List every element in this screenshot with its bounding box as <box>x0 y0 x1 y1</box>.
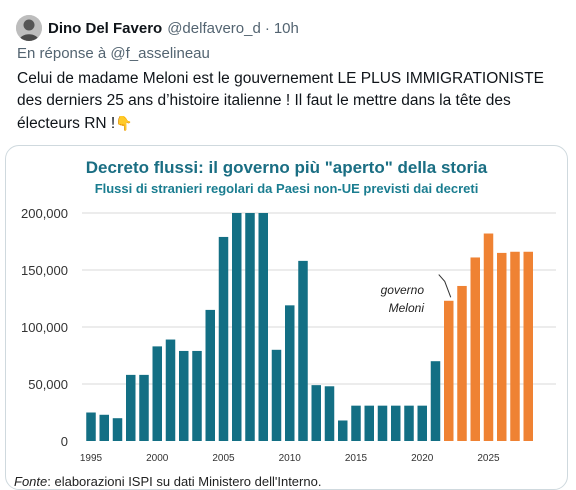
bar-meloni <box>523 251 533 441</box>
y-tick-label: 100,000 <box>21 320 68 335</box>
source-label: Fonte <box>14 474 48 489</box>
bar-meloni <box>483 233 494 441</box>
bar-historical <box>218 236 229 441</box>
source-text: : elaborazioni ISPI su dati Ministero de… <box>47 474 322 489</box>
separator-dot: · <box>264 19 270 37</box>
tweet-body-text: Celui de madame Meloni est le gouverneme… <box>17 70 544 132</box>
x-tick-label: 2005 <box>212 453 235 464</box>
bar-historical <box>192 350 202 441</box>
annotation-label: governo <box>381 283 425 297</box>
bar-historical <box>86 412 96 441</box>
bar-historical <box>245 213 255 441</box>
bar-historical <box>285 305 295 441</box>
tweet-text: Celui de madame Meloni est le gouverneme… <box>17 68 562 135</box>
avatar[interactable] <box>16 15 42 41</box>
chart-title: Decreto flussi: il governo più "aperto" … <box>85 158 488 177</box>
bar-chart: 0 50,000 100,000 150,000 200,000 1995 2000 2005… <box>21 206 556 464</box>
bar-historical <box>364 405 374 441</box>
reply-mention-link[interactable]: @f_asselineau <box>110 45 210 62</box>
bar-meloni <box>470 257 480 441</box>
bar-historical <box>324 386 335 441</box>
bar-historical <box>338 420 348 441</box>
tweet-header: Dino Del Favero @delfavero_d · 10h <box>16 14 299 42</box>
bar-historical <box>99 414 109 441</box>
bar-historical <box>126 374 136 441</box>
bar-historical <box>205 309 215 441</box>
chart-subtitle: Flussi di stranieri regolari da Paesi no… <box>94 181 479 196</box>
avatar-image <box>16 15 42 41</box>
y-tick-label: 150,000 <box>21 263 68 278</box>
x-tick-label: 1995 <box>80 453 103 464</box>
bar-historical <box>377 405 388 441</box>
bar-meloni <box>497 252 507 441</box>
annotation-connector <box>438 274 452 298</box>
bar-historical <box>232 213 242 441</box>
y-tick-label: 0 <box>61 434 68 449</box>
bar-historical <box>298 260 308 441</box>
x-tick-label: 2015 <box>345 453 368 464</box>
reply-context: En réponse à @f_asselineau <box>17 45 210 62</box>
bar-historical <box>311 385 321 441</box>
bar-historical <box>430 361 441 441</box>
display-name[interactable]: Dino Del Favero <box>48 19 163 37</box>
tweet-timestamp[interactable]: 10h <box>273 19 299 37</box>
bar-historical <box>112 418 123 441</box>
bar-historical <box>139 374 149 441</box>
bar-historical <box>391 405 401 441</box>
bar-historical <box>152 346 162 441</box>
bar-historical <box>258 213 268 441</box>
chart-source: Fonte: elaborazioni ISPI su dati Ministe… <box>14 474 321 489</box>
x-tick-label: 2020 <box>411 453 434 464</box>
x-tick-label: 2025 <box>477 453 500 464</box>
bar-historical <box>404 405 414 441</box>
x-tick-label: 2010 <box>279 453 302 464</box>
bar-meloni <box>457 285 467 441</box>
bar-meloni <box>510 251 520 441</box>
y-tick-label: 200,000 <box>21 206 68 221</box>
bar-historical <box>417 405 427 441</box>
x-tick-label: 2000 <box>146 453 169 464</box>
bar-historical <box>351 405 361 441</box>
tweet-media-chart[interactable]: 0 50,000 100,000 150,000 200,000 1995 2000 2005… <box>5 145 568 490</box>
pointing-down-emoji-icon: 👇 <box>115 115 133 131</box>
y-tick-label: 50,000 <box>28 377 68 392</box>
bar-historical <box>179 350 189 441</box>
bar-historical <box>165 339 176 441</box>
bar-historical <box>271 349 282 441</box>
bar-meloni <box>444 300 454 441</box>
annotation-label: Meloni <box>389 301 425 315</box>
reply-prefix: En réponse à <box>17 45 107 62</box>
user-handle[interactable]: @delfavero_d <box>167 19 261 37</box>
